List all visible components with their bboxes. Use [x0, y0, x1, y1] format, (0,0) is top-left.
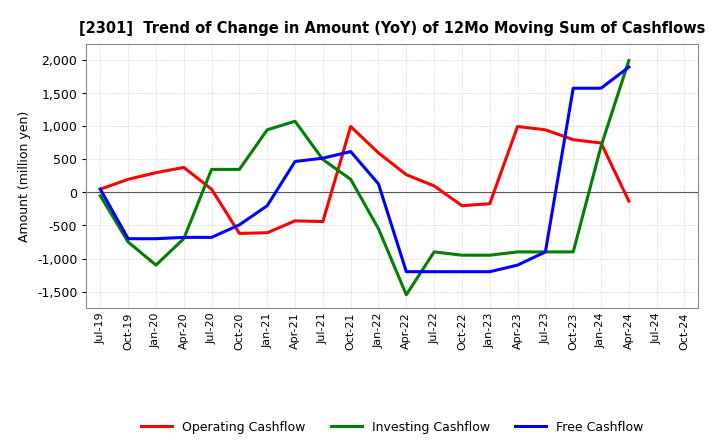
Free Cashflow	[624, 64, 633, 70]
Operating Cashflow	[152, 170, 161, 175]
Free Cashflow	[207, 235, 216, 240]
Investing Cashflow	[207, 167, 216, 172]
Free Cashflow	[541, 249, 550, 254]
Operating Cashflow	[541, 127, 550, 132]
Operating Cashflow	[124, 176, 132, 182]
Free Cashflow	[569, 85, 577, 91]
Title: [2301]  Trend of Change in Amount (YoY) of 12Mo Moving Sum of Cashflows: [2301] Trend of Change in Amount (YoY) o…	[79, 21, 706, 36]
Free Cashflow	[263, 203, 271, 209]
Y-axis label: Amount (million yen): Amount (million yen)	[19, 110, 32, 242]
Free Cashflow	[124, 236, 132, 241]
Free Cashflow	[485, 269, 494, 275]
Operating Cashflow	[207, 187, 216, 192]
Operating Cashflow	[458, 203, 467, 209]
Operating Cashflow	[291, 218, 300, 224]
Operating Cashflow	[402, 172, 410, 177]
Line: Free Cashflow: Free Cashflow	[100, 67, 629, 271]
Investing Cashflow	[624, 58, 633, 63]
Free Cashflow	[402, 269, 410, 275]
Operating Cashflow	[569, 137, 577, 142]
Operating Cashflow	[513, 124, 522, 129]
Operating Cashflow	[374, 150, 383, 156]
Free Cashflow	[235, 222, 243, 227]
Investing Cashflow	[291, 118, 300, 124]
Investing Cashflow	[430, 249, 438, 254]
Investing Cashflow	[485, 253, 494, 258]
Free Cashflow	[291, 159, 300, 164]
Investing Cashflow	[569, 249, 577, 254]
Operating Cashflow	[485, 201, 494, 206]
Investing Cashflow	[318, 157, 327, 162]
Operating Cashflow	[597, 140, 606, 146]
Line: Investing Cashflow: Investing Cashflow	[100, 60, 629, 295]
Operating Cashflow	[96, 187, 104, 192]
Operating Cashflow	[235, 231, 243, 236]
Operating Cashflow	[263, 230, 271, 235]
Operating Cashflow	[179, 165, 188, 170]
Free Cashflow	[96, 187, 104, 192]
Investing Cashflow	[513, 249, 522, 254]
Legend: Operating Cashflow, Investing Cashflow, Free Cashflow: Operating Cashflow, Investing Cashflow, …	[136, 416, 649, 439]
Investing Cashflow	[96, 193, 104, 198]
Investing Cashflow	[597, 143, 606, 149]
Free Cashflow	[374, 181, 383, 187]
Investing Cashflow	[374, 226, 383, 231]
Free Cashflow	[152, 236, 161, 241]
Investing Cashflow	[235, 167, 243, 172]
Operating Cashflow	[624, 198, 633, 204]
Line: Operating Cashflow: Operating Cashflow	[100, 126, 629, 233]
Investing Cashflow	[152, 262, 161, 268]
Investing Cashflow	[346, 176, 355, 182]
Investing Cashflow	[541, 249, 550, 254]
Free Cashflow	[346, 149, 355, 154]
Investing Cashflow	[402, 292, 410, 297]
Operating Cashflow	[318, 219, 327, 224]
Free Cashflow	[179, 235, 188, 240]
Operating Cashflow	[430, 183, 438, 188]
Investing Cashflow	[179, 236, 188, 241]
Free Cashflow	[430, 269, 438, 275]
Investing Cashflow	[458, 253, 467, 258]
Free Cashflow	[318, 155, 327, 161]
Free Cashflow	[597, 85, 606, 91]
Investing Cashflow	[124, 239, 132, 245]
Operating Cashflow	[346, 124, 355, 129]
Investing Cashflow	[263, 127, 271, 132]
Free Cashflow	[458, 269, 467, 275]
Free Cashflow	[513, 262, 522, 268]
